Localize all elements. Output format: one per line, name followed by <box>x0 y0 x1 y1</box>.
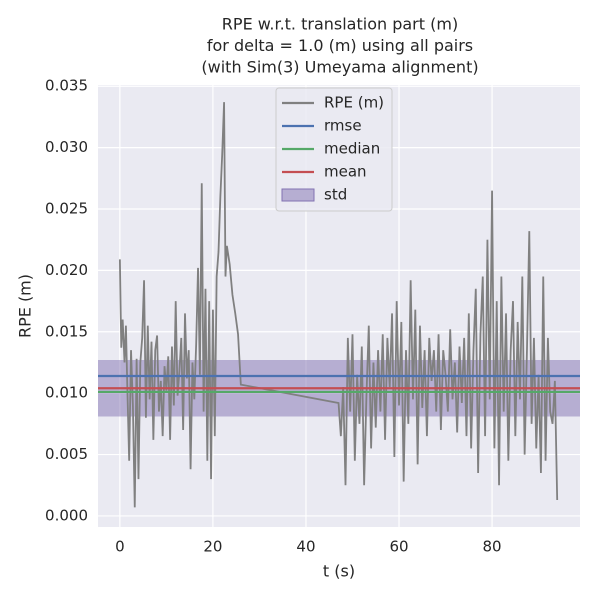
y-tick-label: 0.005 <box>45 445 88 463</box>
x-tick-label: 60 <box>389 538 408 556</box>
y-tick-label: 0.035 <box>45 77 88 95</box>
y-tick-label: 0.020 <box>45 261 88 279</box>
chart-title: RPE w.r.t. translation part (m) <box>222 15 458 34</box>
legend-label: rmse <box>324 117 362 135</box>
legend-label: median <box>324 140 380 158</box>
y-tick-label: 0.030 <box>45 138 88 156</box>
x-tick-label: 40 <box>296 538 315 556</box>
legend-label: mean <box>324 163 367 181</box>
x-axis-label: t (s) <box>323 562 355 581</box>
legend-swatch <box>281 188 315 202</box>
x-tick-label: 0 <box>115 538 125 556</box>
x-tick-label: 80 <box>483 538 502 556</box>
y-tick-label: 0.000 <box>45 506 88 524</box>
data-line <box>118 102 559 508</box>
legend-box <box>275 87 393 212</box>
legend-label: RPE (m) <box>324 94 384 112</box>
y-tick-label: 0.025 <box>45 200 88 218</box>
legend: RPE (m) rmse median mean std <box>275 87 393 212</box>
chart-title: (with Sim(3) Umeyama alignment) <box>201 58 478 77</box>
y-tick-label: 0.010 <box>45 384 88 402</box>
y-tick-label: 0.015 <box>45 322 88 340</box>
x-tick-label: 20 <box>203 538 222 556</box>
y-axis-label: RPE (m) <box>16 274 35 338</box>
chart-title: for delta = 1.0 (m) using all pairs <box>207 36 473 55</box>
legend-label: std <box>324 186 347 204</box>
